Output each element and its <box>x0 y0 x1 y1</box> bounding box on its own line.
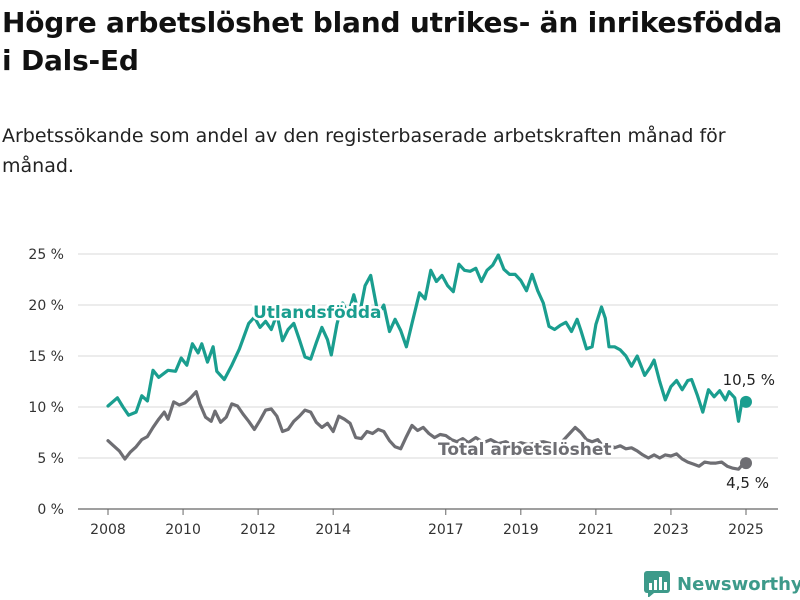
y-tick-label: 25 % <box>28 247 64 263</box>
series-lines <box>106 253 752 471</box>
newsworthy-icon <box>644 571 670 597</box>
brand-logo[interactable]: Newsworthy <box>644 570 800 598</box>
series-line-utlandsfodda <box>106 253 748 423</box>
brand-name: Newsworthy <box>677 573 800 595</box>
x-tick-label: 2021 <box>578 522 614 538</box>
y-tick-label: 10 % <box>28 400 64 416</box>
series-label-utlandsfodda: Utlandsfödda <box>253 303 382 323</box>
chart-title: Högre arbetslöshet bland utrikes- än inr… <box>2 6 783 77</box>
x-tick-label: 2023 <box>653 522 689 538</box>
end-marker-total <box>740 457 752 470</box>
y-tick-label: 5 % <box>37 451 64 467</box>
x-tick-label: 2019 <box>503 522 539 538</box>
series-labels: Utlandsfödda Total arbetslöshet 10,5 % 4,5 … <box>251 301 776 493</box>
x-tick-label: 2017 <box>428 522 464 538</box>
end-marker-utlandsfodda <box>740 395 752 408</box>
y-tick-label: 15 % <box>28 349 64 365</box>
x-tick-label: 2025 <box>728 522 764 538</box>
y-tick-label: 0 % <box>37 502 64 518</box>
axes: 0 % 5 % 10 % 15 % 20 % 25 % 2008 2010 2012 2014 20… <box>28 247 763 538</box>
y-tick-label: 20 % <box>28 298 64 314</box>
x-tick-label: 2012 <box>240 522 276 538</box>
x-tick-label: 2014 <box>315 522 351 538</box>
x-tick-label: 2010 <box>165 522 201 538</box>
x-tick-label: 2008 <box>90 522 126 538</box>
series-line-total <box>106 390 748 471</box>
series-label-total: Total arbetslöshet <box>438 440 612 460</box>
end-value-utlandsfodda: 10,5 % <box>723 371 775 389</box>
chart-subtitle: Arbetssökande som andel av den registerb… <box>2 125 726 177</box>
end-value-total: 4,5 % <box>726 474 769 492</box>
